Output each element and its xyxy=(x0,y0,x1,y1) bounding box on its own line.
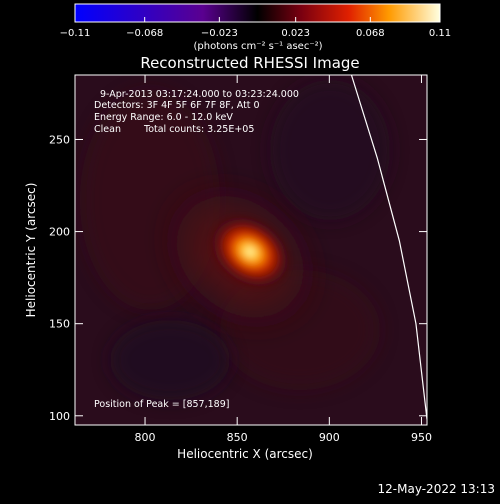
energy-range: Energy Range: 6.0 - 12.0 keV xyxy=(94,112,233,123)
colorbar-tick-label: 0.068 xyxy=(356,28,385,39)
colorbar-tick-label: −0.023 xyxy=(201,28,238,39)
solar-limb xyxy=(350,75,427,420)
peak-position: Position of Peak = [857,189] xyxy=(94,399,229,410)
chart-title: Reconstructed RHESSI Image xyxy=(140,54,359,72)
y-axis-label: Heliocentric Y (arcsec) xyxy=(24,183,38,318)
x-tick-label: 800 xyxy=(135,431,156,444)
algorithm: Clean xyxy=(94,124,121,135)
colorbar-ticks: −0.11 −0.068 −0.023 0.023 0.068 0.11 xyxy=(60,17,451,39)
y-tick-label: 150 xyxy=(49,318,70,331)
flare-source xyxy=(209,214,291,289)
colorbar: −0.11 −0.068 −0.023 0.023 0.068 0.11 (photons… xyxy=(60,3,451,52)
noise-patch xyxy=(270,80,390,220)
noise-patch xyxy=(110,320,230,400)
annotation-block: 9-Apr-2013 03:17:24.000 to 03:23:24.000 … xyxy=(94,89,299,410)
y-tick-label: 100 xyxy=(49,410,70,423)
detectors: Detectors: 3F 4F 5F 6F 7F 8F, Att 0 xyxy=(94,100,260,111)
colorbar-tick-label: −0.11 xyxy=(60,28,91,39)
x-tick-label: 850 xyxy=(227,431,248,444)
plot-frame xyxy=(74,74,428,426)
colorbar-tick-label: −0.068 xyxy=(126,28,163,39)
timestamp: 12-May-2022 13:13 xyxy=(378,482,495,496)
x-axis-label: Heliocentric X (arcsec) xyxy=(177,447,313,461)
axis-ticks: 800 850 900 950 100 150 200 250 xyxy=(49,75,432,444)
colorbar-tick-label: 0.023 xyxy=(281,28,310,39)
x-tick-label: 900 xyxy=(319,431,340,444)
time-range: 9-Apr-2013 03:17:24.000 to 03:23:24.000 xyxy=(100,89,299,100)
y-tick-label: 250 xyxy=(49,133,70,146)
colorbar-gradient xyxy=(74,3,441,23)
x-tick-label: 950 xyxy=(411,431,432,444)
y-tick-label: 200 xyxy=(49,226,70,239)
total-counts: Total counts: 3.25E+05 xyxy=(143,124,254,135)
colorbar-unit-label: (photons cm⁻² s⁻¹ asec⁻²) xyxy=(193,41,322,52)
colorbar-tick-label: 0.11 xyxy=(429,28,451,39)
image-area: 800 850 900 950 100 150 200 250 xyxy=(49,74,432,444)
